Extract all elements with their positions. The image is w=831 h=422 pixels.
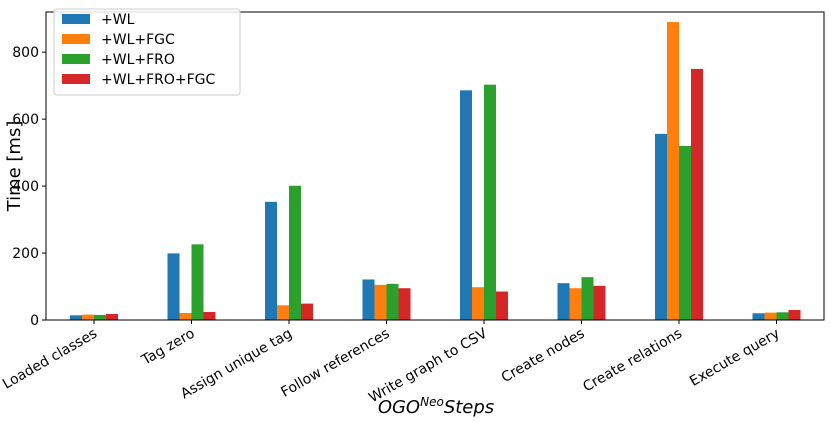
y-axis: 0 200 400 600 800 [12, 45, 46, 329]
bar-4-3 [301, 303, 313, 320]
bar-3-1 [94, 314, 106, 320]
y-tick-label: 600 [12, 112, 39, 128]
bar-3-6 [581, 277, 594, 320]
legend-label: +WL+FRO+FGC [101, 72, 216, 88]
bar-4-1 [106, 313, 118, 320]
x-tick-label: Execute query [687, 326, 782, 390]
x-tick-label: Create nodes [499, 326, 588, 386]
legend-label: +WL+FRO [101, 52, 175, 68]
x-tick-label: Tag zero [138, 326, 197, 369]
plot-frame [45, 11, 825, 321]
bar-1-3 [265, 201, 277, 320]
bar-2-7 [667, 22, 679, 320]
bar-4-4 [398, 288, 411, 320]
legend-swatch [62, 14, 90, 24]
y-tick-label: 400 [12, 179, 39, 195]
y-tick-label: 200 [12, 246, 39, 262]
bar-3-8 [776, 312, 789, 320]
legend-box [53, 8, 241, 96]
bar-1-6 [557, 283, 570, 320]
bar-1-1 [70, 315, 82, 320]
bar-2-3 [277, 305, 289, 320]
bar-3-4 [386, 283, 399, 320]
legend-swatch [62, 74, 90, 84]
legend-label: +WL+FGC [101, 32, 175, 48]
bar-2-1 [82, 314, 94, 320]
bar-2-2 [179, 312, 192, 320]
bar-4-8 [788, 309, 801, 320]
x-tick-label: Create relations [580, 326, 685, 396]
y-tick-label: 0 [30, 313, 39, 329]
bar-4-2 [203, 311, 216, 320]
bar-4-6 [593, 285, 606, 320]
y-axis-title: Time [ms] [4, 121, 25, 213]
bar-1-4 [362, 279, 375, 320]
bar-2-6 [569, 288, 582, 320]
bar-1-2 [167, 253, 180, 320]
bar-4-7 [691, 68, 703, 320]
legend-swatch [62, 34, 90, 44]
bar-2-8 [764, 312, 777, 320]
bar-1-7 [655, 133, 667, 320]
bars-group [70, 22, 801, 321]
bar-3-2 [191, 244, 204, 320]
x-tick-label: Loaded classes [0, 326, 100, 393]
y-tick-label: 800 [12, 45, 39, 61]
bar-1-8 [752, 313, 765, 320]
bar-1-5 [460, 90, 472, 320]
legend-label: +WL [101, 12, 135, 28]
bar-3-5 [484, 84, 496, 321]
bar-3-7 [679, 145, 691, 320]
bar-3-3 [289, 185, 301, 320]
legend: +WL +WL+FGC +WL+FRO +WL+FRO+FGC [53, 8, 241, 96]
x-axis-title: OGONeoSteps [378, 395, 494, 418]
bar-2-4 [374, 284, 387, 320]
bar-2-5 [472, 287, 484, 320]
bar-4-5 [496, 291, 508, 320]
legend-swatch [62, 54, 90, 64]
